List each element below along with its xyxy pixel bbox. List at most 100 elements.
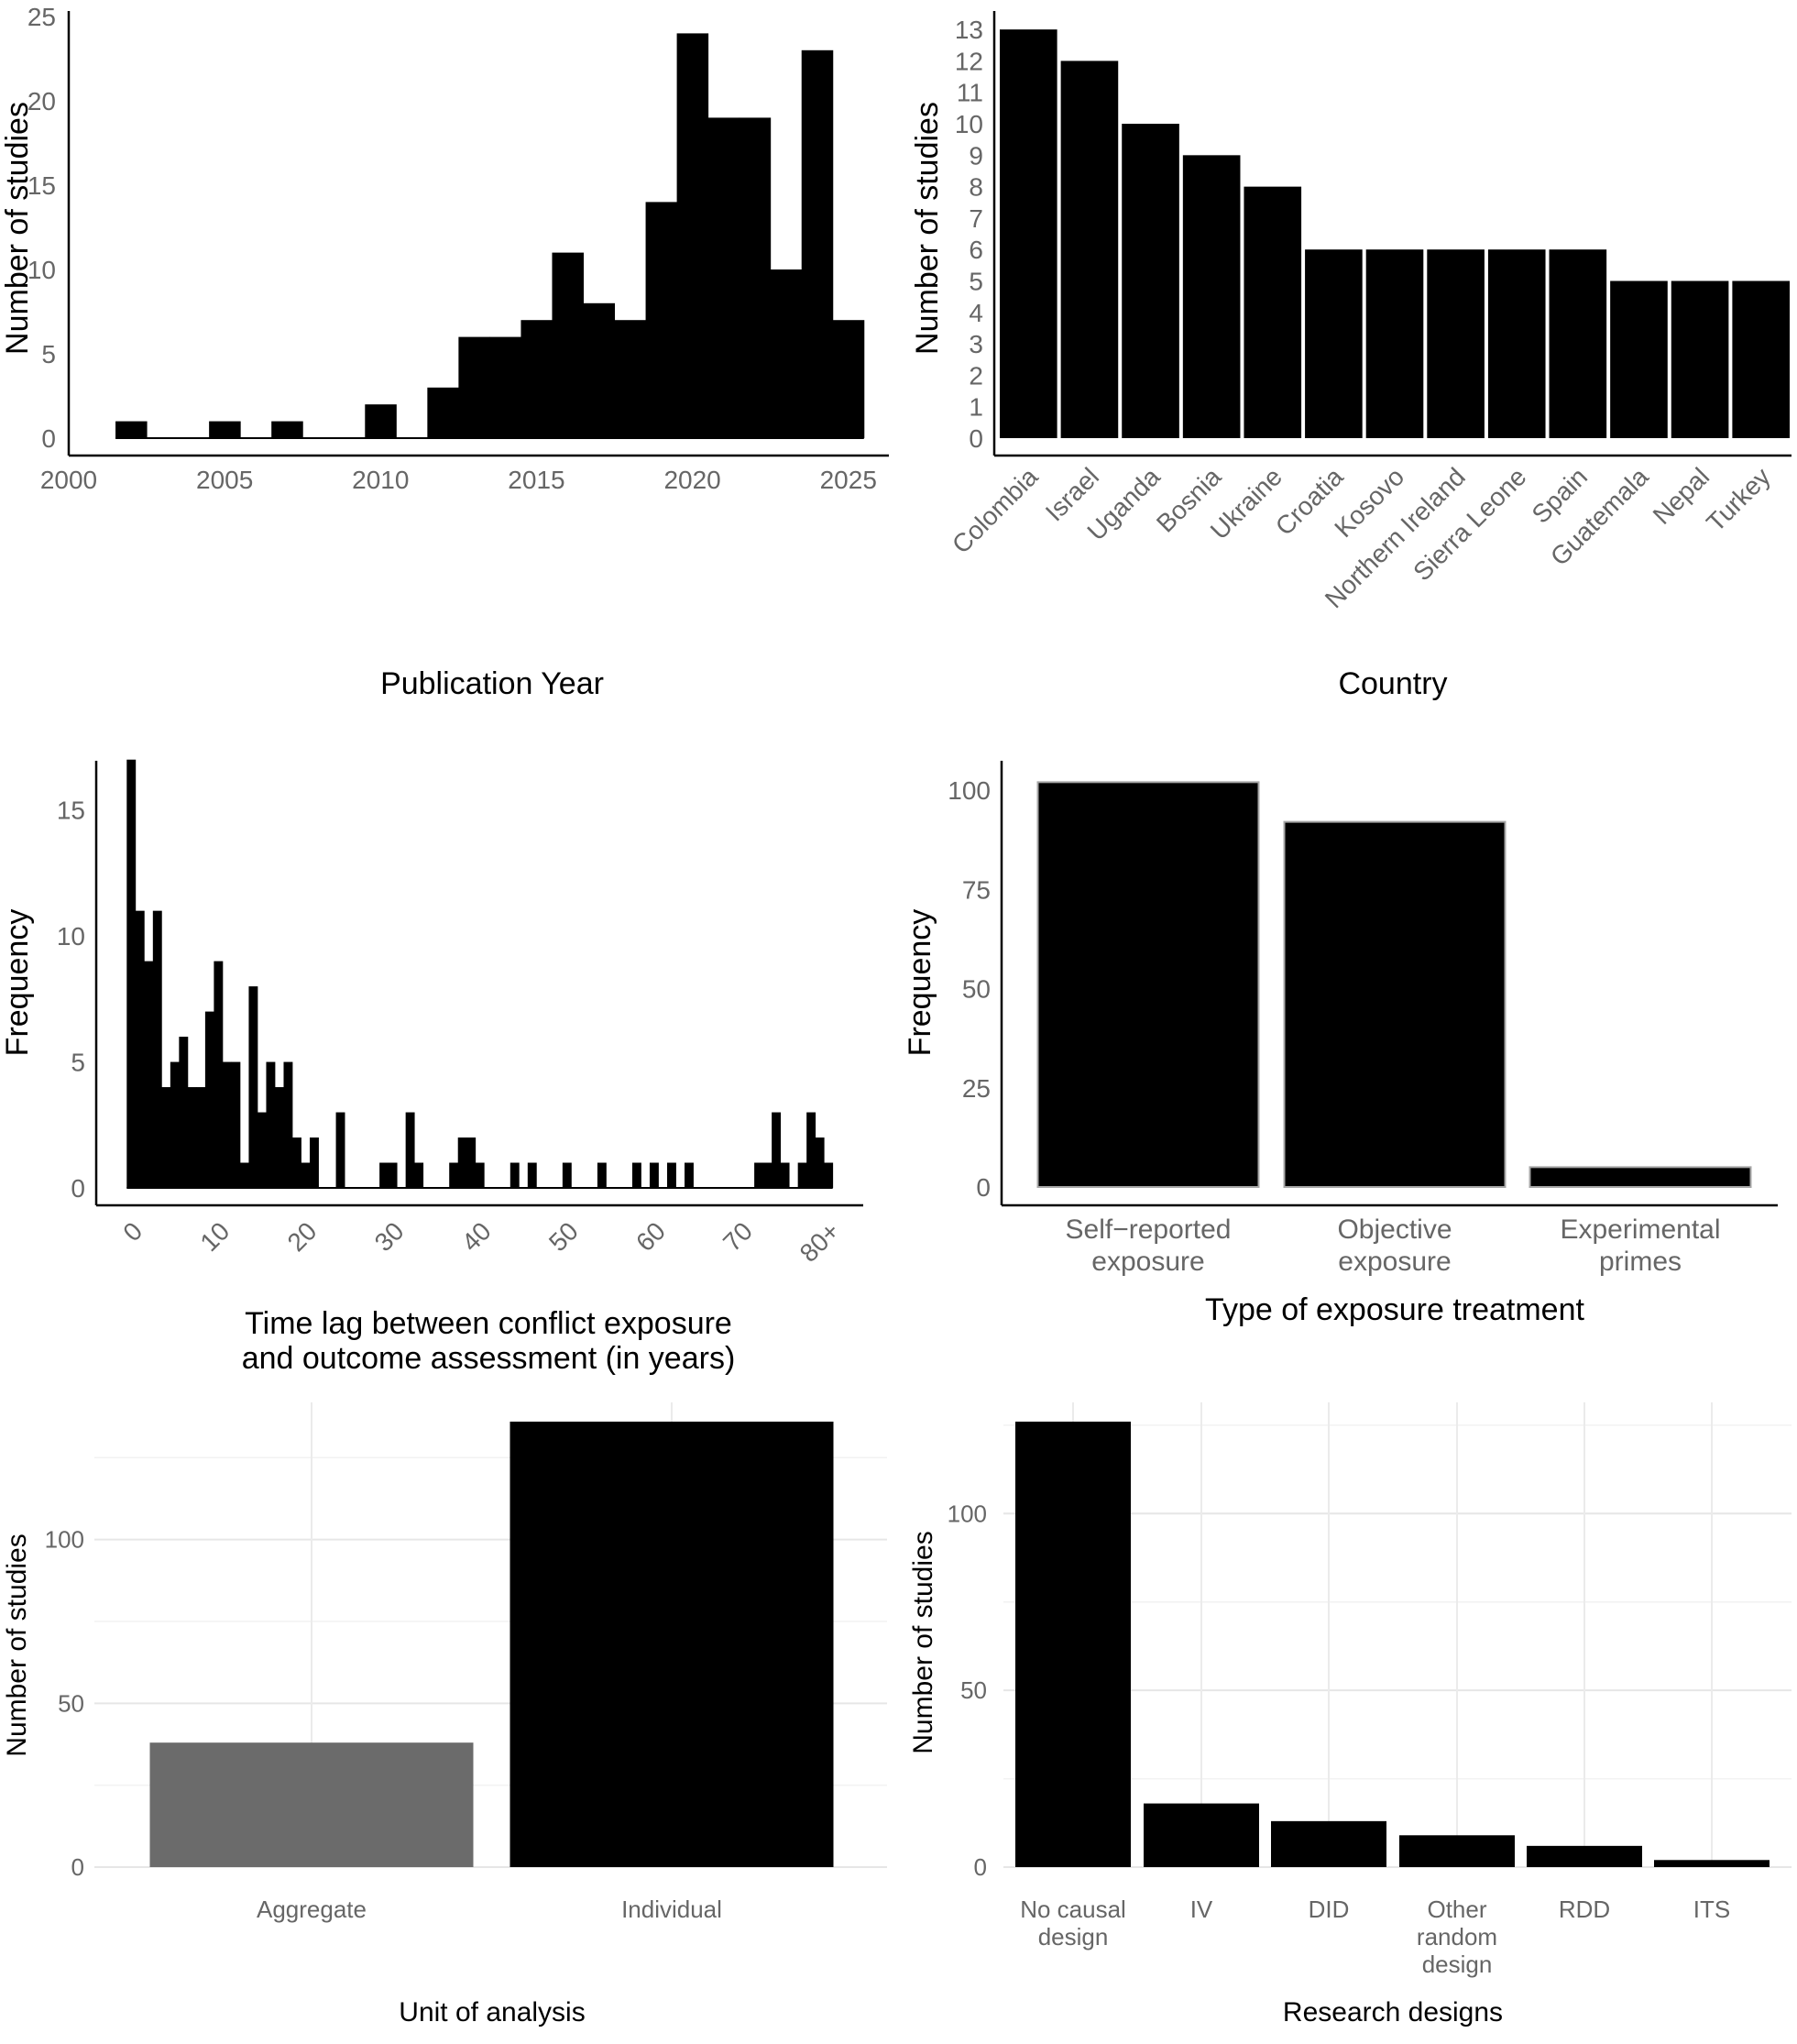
x-tick-label: exposure (1338, 1247, 1451, 1277)
x-tick-label: 2010 (352, 466, 409, 494)
bar (999, 29, 1057, 439)
y-axis-title: Frequency (0, 909, 35, 1057)
histogram-bar (335, 1112, 345, 1188)
bar (1015, 1422, 1131, 1867)
histogram-bar (772, 1112, 782, 1188)
histogram-bar (801, 49, 834, 439)
y-tick-label: 1 (969, 393, 983, 422)
x-axis-title: Type of exposure treatment (1205, 1292, 1584, 1327)
histogram-bar (144, 961, 154, 1188)
y-tick-label: 75 (962, 875, 991, 904)
country-chart: ColombiaIsraelUgandaBosniaUkraineCroatia… (910, 11, 1792, 701)
y-tick-label: 8 (969, 173, 983, 202)
histogram-bar (739, 117, 772, 438)
y-tick-label: 10 (57, 922, 85, 951)
bar (1399, 1835, 1515, 1867)
histogram-bar (266, 1061, 276, 1188)
histogram-bar (780, 1162, 790, 1188)
x-axis-title: Country (1338, 666, 1447, 701)
x-axis-title: Research designs (1283, 1997, 1503, 2028)
histogram-bar (597, 1162, 607, 1188)
histogram-bar (832, 320, 865, 438)
bar (1427, 249, 1485, 438)
y-tick-label: 0 (974, 1853, 987, 1881)
x-tick-label: 50 (543, 1216, 584, 1257)
bar (1305, 249, 1363, 438)
y-tick-label: 100 (45, 1526, 84, 1554)
y-tick-label: 25 (27, 3, 56, 31)
bar (1654, 1860, 1770, 1867)
x-tick-label: 2000 (40, 466, 97, 494)
x-tick-label: exposure (1091, 1247, 1204, 1277)
histogram-bar (762, 1162, 772, 1188)
histogram-bar (187, 1087, 197, 1188)
histogram-bar (475, 1162, 485, 1188)
histogram-bar (666, 1162, 676, 1188)
bar (1283, 820, 1507, 1188)
y-tick-label: 25 (962, 1074, 991, 1103)
bar (1244, 186, 1302, 438)
histogram-bar (427, 387, 459, 438)
x-tick-label: 20 (282, 1216, 323, 1257)
bar (1527, 1845, 1642, 1867)
histogram-bar (770, 269, 803, 438)
x-tick-label: 60 (630, 1216, 671, 1257)
y-tick-label: 100 (948, 1500, 987, 1527)
histogram-bar (806, 1112, 816, 1188)
y-tick-label: 10 (955, 110, 983, 138)
histogram-bar (248, 986, 258, 1188)
histogram-bar (754, 1162, 764, 1188)
x-tick-label: 2020 (663, 466, 720, 494)
x-tick-label: 2005 (196, 466, 253, 494)
bar (1549, 249, 1607, 438)
histogram-bar (292, 1137, 301, 1188)
bar (1487, 249, 1546, 438)
bar (1732, 280, 1791, 438)
bar (1610, 280, 1668, 438)
histogram-bar (179, 1037, 189, 1188)
y-tick-label: 50 (58, 1689, 84, 1717)
y-tick-label: 100 (948, 776, 991, 805)
histogram-bar (209, 421, 241, 438)
x-tick-label: design (1422, 1951, 1493, 1978)
x-tick-label: Self−reported (1066, 1214, 1232, 1245)
exposure-type-chart: Self−reportedexposureObjectiveexposureEx… (903, 761, 1778, 1327)
histogram-bar (126, 759, 137, 1188)
x-tick-label: 80+ (794, 1216, 846, 1268)
y-tick-label: 0 (969, 424, 983, 453)
histogram-bar (271, 421, 303, 438)
x-tick-label: DID (1309, 1896, 1350, 1923)
x-tick-label: 2025 (820, 466, 877, 494)
histogram-bar (458, 336, 490, 438)
x-tick-label: Colombia (947, 462, 1044, 559)
bar (1036, 781, 1260, 1189)
histogram-bar (824, 1162, 834, 1188)
histogram-bar (135, 910, 145, 1188)
bar (149, 1742, 474, 1867)
bar (1182, 155, 1241, 439)
histogram-bar (645, 202, 678, 438)
histogram-bar (466, 1137, 477, 1188)
histogram-bar (274, 1087, 284, 1188)
histogram-bar (257, 1112, 267, 1188)
histogram-bar (457, 1137, 467, 1188)
histogram-bar (614, 320, 647, 438)
x-tick-label: 10 (194, 1216, 235, 1257)
histogram-bar (204, 1011, 214, 1188)
histogram-bar (115, 421, 148, 438)
x-tick-label: design (1038, 1923, 1109, 1951)
bar (1365, 249, 1424, 438)
histogram-bar (707, 117, 740, 438)
bar (1271, 1820, 1386, 1867)
x-tick-label: random (1417, 1923, 1497, 1951)
y-axis-title: Number of studies (908, 1531, 938, 1753)
bar (1671, 280, 1729, 438)
x-tick-label: 70 (718, 1216, 758, 1257)
bar (1060, 60, 1119, 438)
y-tick-label: 5 (969, 268, 983, 296)
x-tick-label: Turkey (1701, 462, 1776, 537)
y-tick-label: 12 (955, 47, 983, 75)
histogram-bar (301, 1162, 311, 1188)
y-tick-label: 13 (955, 16, 983, 44)
